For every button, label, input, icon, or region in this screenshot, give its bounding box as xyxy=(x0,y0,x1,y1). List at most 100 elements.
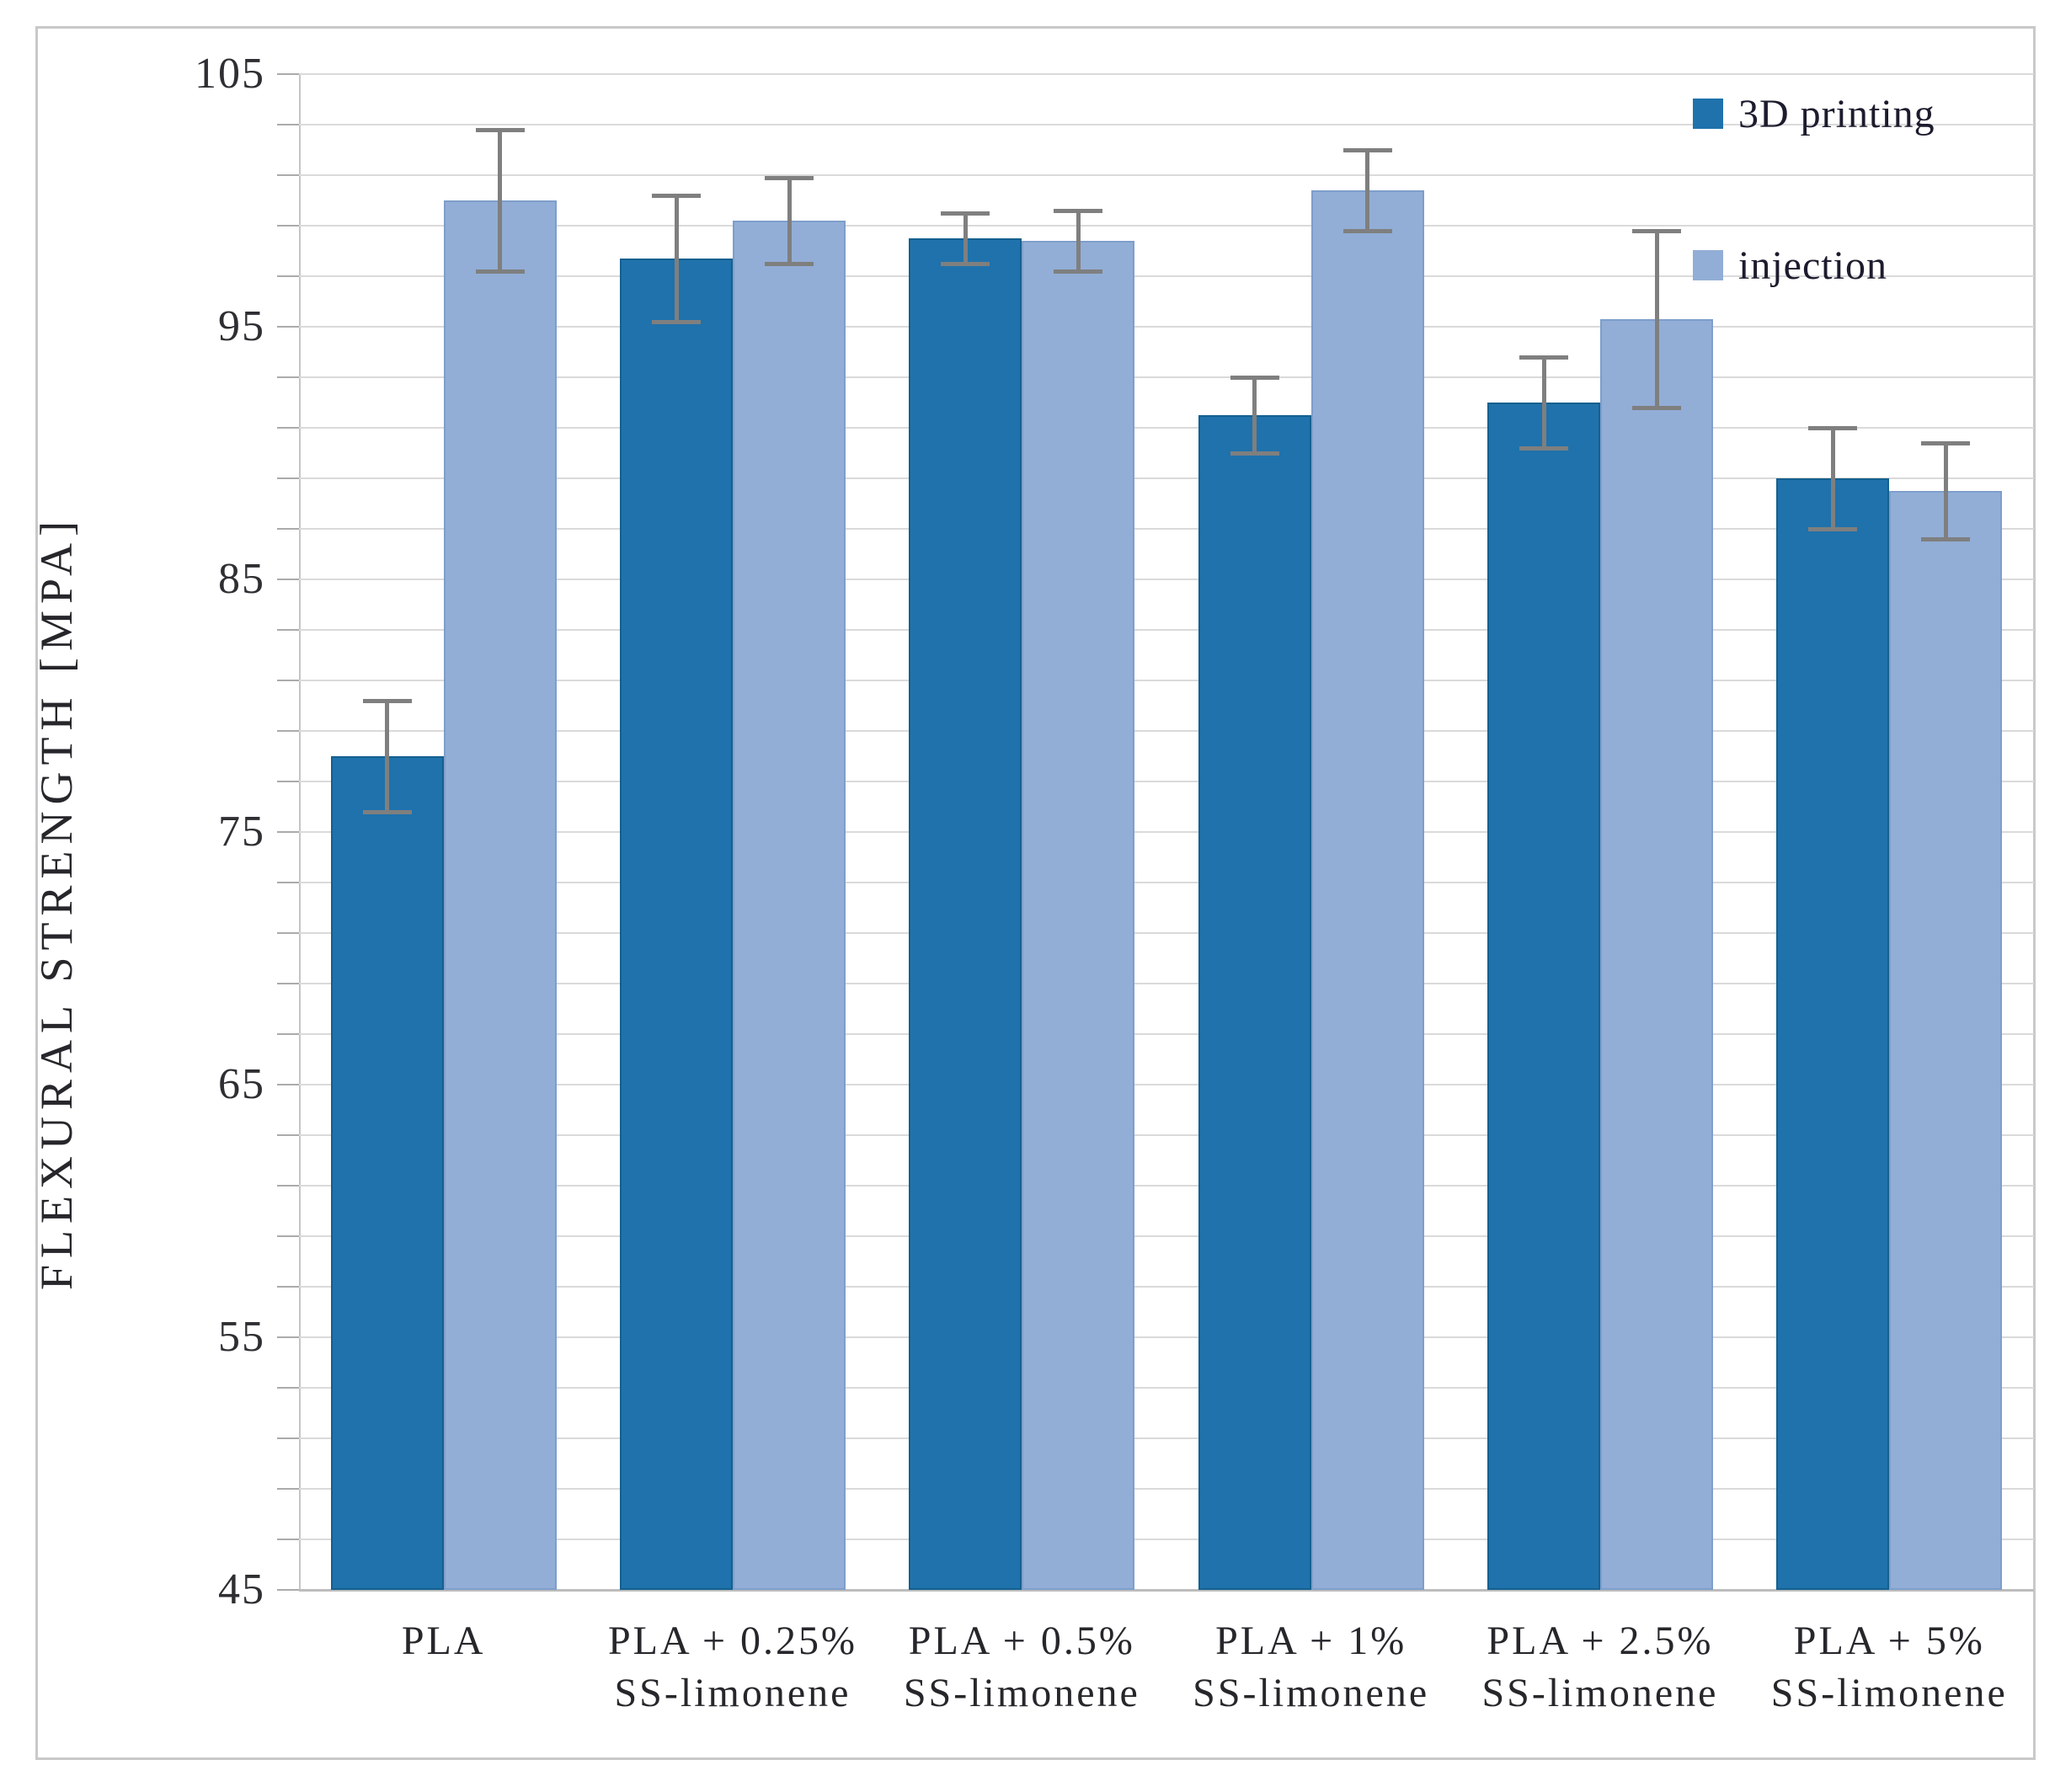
error-bar-stem xyxy=(963,213,968,264)
error-bar-stem xyxy=(1076,211,1081,271)
error-bar-stem xyxy=(787,178,792,264)
y-axis-tick-83 xyxy=(277,629,299,631)
gridline-85 xyxy=(299,579,2034,580)
legend-item-injection: injection xyxy=(1693,239,1935,291)
gridline-73 xyxy=(299,882,2034,883)
gridline-103 xyxy=(299,124,2034,125)
error-bar-cap-top xyxy=(1054,208,1103,213)
gridline-89 xyxy=(299,477,2034,479)
y-axis-tick-77 xyxy=(277,781,299,782)
x-axis-label-line: PLA + 0.25% xyxy=(607,1619,858,1663)
y-axis-tick-45 xyxy=(277,1589,299,1591)
gridline-71 xyxy=(299,932,2034,934)
legend-label: 3D printing xyxy=(1738,91,1935,136)
error-bar-cap-bottom xyxy=(475,269,525,274)
y-axis-tick-label-85: 85 xyxy=(218,555,265,603)
gridline-69 xyxy=(299,983,2034,984)
y-axis-tick-label-105: 105 xyxy=(195,50,265,98)
y-axis-tick-61 xyxy=(277,1185,299,1187)
y-axis-tick-59 xyxy=(277,1235,299,1237)
legend-label: injection xyxy=(1738,243,1887,288)
y-axis-tick-65 xyxy=(277,1084,299,1085)
x-axis-label-line: SS-limonene xyxy=(903,1671,1140,1715)
x-axis-label-line: PLA xyxy=(401,1619,486,1663)
error-bar-cap-top xyxy=(765,175,814,180)
error-bar-stem xyxy=(498,130,503,271)
gridline-101 xyxy=(299,174,2034,176)
gridline-87 xyxy=(299,528,2034,530)
y-axis-tick-95 xyxy=(277,326,299,328)
bar-3d-printing xyxy=(620,259,733,1590)
y-axis-tick-75 xyxy=(277,831,299,833)
y-axis-tick-47 xyxy=(277,1539,299,1540)
error-bar-cap-top xyxy=(941,211,990,216)
y-axis-tick-93 xyxy=(277,376,299,378)
legend-swatch-3d-printing xyxy=(1693,99,1723,129)
x-axis-label-line: SS-limonene xyxy=(1481,1671,1719,1715)
error-bar-cap-bottom xyxy=(765,261,814,266)
y-axis-tick-55 xyxy=(277,1336,299,1338)
y-axis-tick-label-95: 95 xyxy=(218,302,265,350)
y-axis-tick-97 xyxy=(277,275,299,277)
x-axis-label-line: SS-limonene xyxy=(1770,1671,2008,1715)
x-axis-label-line: SS-limonene xyxy=(614,1671,851,1715)
y-axis-tick-63 xyxy=(277,1134,299,1136)
plot-area xyxy=(299,73,2034,1592)
error-bar-cap-bottom xyxy=(941,261,990,266)
gridline-83 xyxy=(299,629,2034,631)
gridline-77 xyxy=(299,781,2034,782)
error-bar-cap-top xyxy=(1632,228,1681,233)
y-axis-tick-73 xyxy=(277,882,299,883)
x-axis-label-line: SS-limonene xyxy=(1193,1671,1430,1715)
x-axis-label-line: PLA + 0.5% xyxy=(908,1619,1135,1663)
gridline-75 xyxy=(299,831,2034,833)
error-bar-cap-bottom xyxy=(1230,451,1279,456)
error-bar-stem xyxy=(1252,377,1257,453)
x-axis-label-line: PLA + 5% xyxy=(1793,1619,1985,1663)
y-axis-tick-label-45: 45 xyxy=(218,1565,265,1613)
gridline-67 xyxy=(299,1033,2034,1035)
error-bar-cap-top xyxy=(475,127,525,132)
gridline-79 xyxy=(299,730,2034,732)
y-axis-tick-label-75: 75 xyxy=(218,808,265,856)
bar-injection xyxy=(1022,241,1135,1590)
gridline-57 xyxy=(299,1286,2034,1288)
gridline-61 xyxy=(299,1185,2034,1187)
x-axis-label-3: PLA + 0.5% SS-limonene xyxy=(878,1615,1166,1720)
y-axis-tick-67 xyxy=(277,1033,299,1035)
gridline-55 xyxy=(299,1336,2034,1338)
y-axis-tick-79 xyxy=(277,730,299,732)
legend-swatch-injection xyxy=(1693,250,1723,280)
error-bar-cap-bottom xyxy=(1054,269,1103,274)
y-axis-tick-99 xyxy=(277,225,299,227)
gridline-53 xyxy=(299,1387,2034,1389)
y-axis-title: FLEXURAL STRENGTH [MPA] xyxy=(31,514,82,1290)
bar-injection xyxy=(443,200,557,1590)
y-axis-tick-53 xyxy=(277,1387,299,1389)
y-axis-tick-105 xyxy=(277,73,299,75)
y-axis-tick-69 xyxy=(277,983,299,984)
error-bar-cap-top xyxy=(1921,440,1971,445)
error-bar-stem xyxy=(1541,357,1546,448)
y-axis-tick-103 xyxy=(277,124,299,125)
gridline-99 xyxy=(299,225,2034,227)
gridline-91 xyxy=(299,427,2034,429)
error-bar-cap-bottom xyxy=(1519,445,1568,451)
error-bar-cap-bottom xyxy=(1921,536,1971,541)
bar-3d-printing xyxy=(909,238,1022,1590)
gridline-97 xyxy=(299,275,2034,277)
error-bar-cap-bottom xyxy=(362,809,412,814)
bar-injection xyxy=(1600,319,1713,1590)
error-bar-cap-bottom xyxy=(1632,405,1681,410)
y-axis-tick-71 xyxy=(277,932,299,934)
y-axis-tick-81 xyxy=(277,680,299,681)
gridline-47 xyxy=(299,1539,2034,1540)
x-axis-label-5: PLA + 2.5% SS-limonene xyxy=(1455,1615,1744,1720)
x-axis-label-line: PLA + 2.5% xyxy=(1487,1619,1714,1663)
gridline-63 xyxy=(299,1134,2034,1136)
bar-3d-printing xyxy=(1487,403,1600,1590)
gridline-59 xyxy=(299,1235,2034,1237)
error-bar-stem xyxy=(1365,150,1370,231)
error-bar-stem xyxy=(1830,428,1835,529)
